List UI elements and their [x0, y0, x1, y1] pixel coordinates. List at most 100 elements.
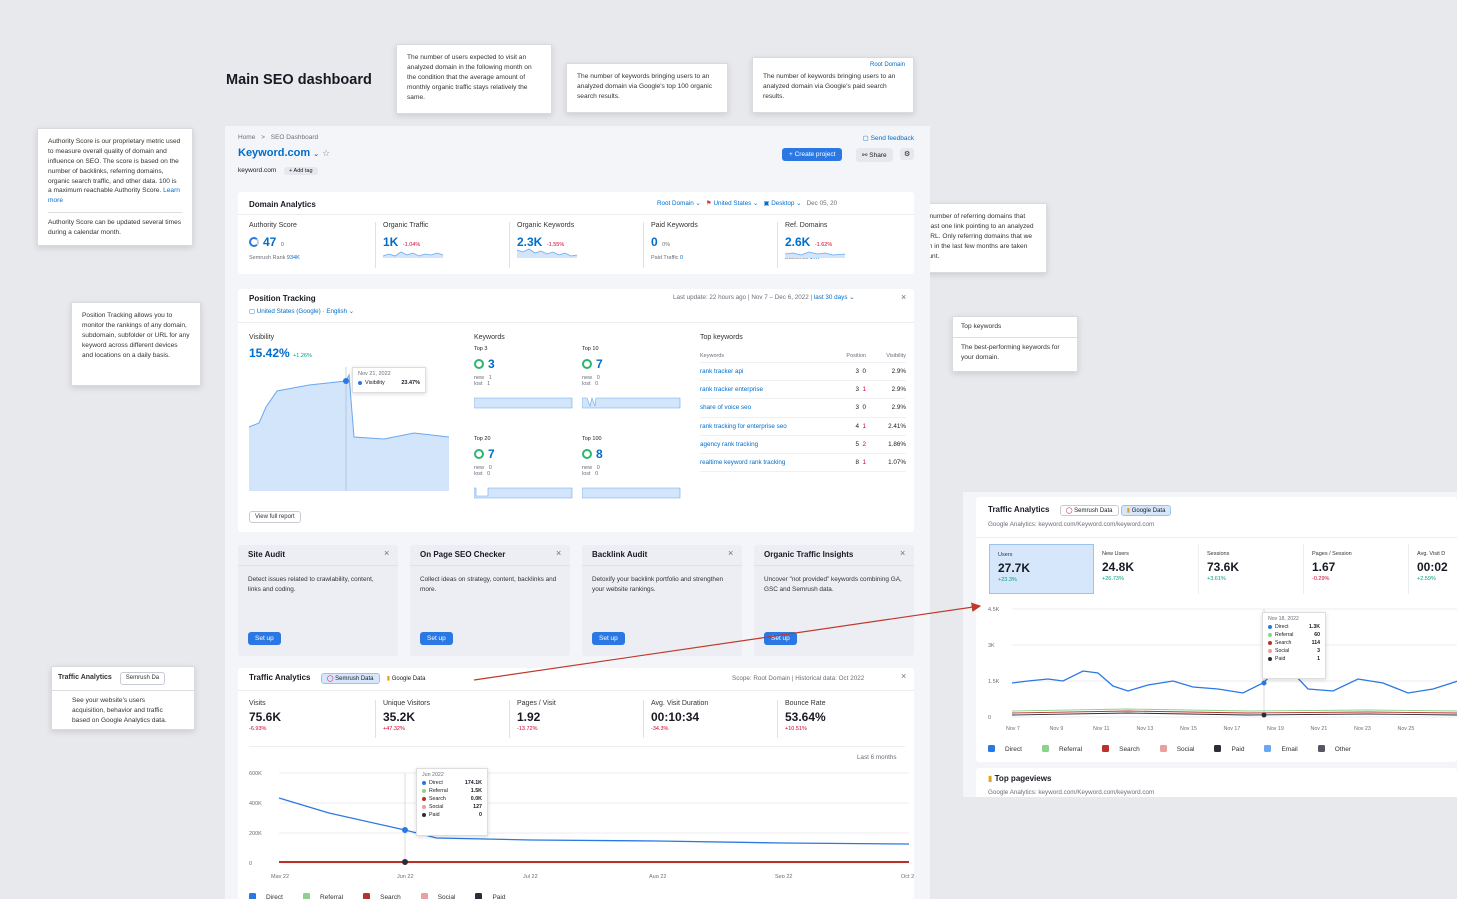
visibility-label: Visibility: [249, 334, 275, 341]
breadcrumb-separator: >: [261, 134, 265, 141]
legend-item[interactable]: Search: [1102, 745, 1150, 753]
traffic-metric[interactable]: Unique Visitors 35.2K +47.32%: [383, 700, 507, 732]
legend-item[interactable]: Referral: [302, 893, 353, 899]
keyword-row[interactable]: rank tracker api 3 0 2.9%: [700, 363, 906, 382]
domain-metric[interactable]: Paid Keywords 0 0% Paid Traffic 0: [651, 222, 775, 268]
lost-label: lost: [582, 471, 591, 477]
x-tick: Nov 19: [1267, 726, 1284, 731]
ga-metric[interactable]: New Users 24.8K +26.73%: [1094, 544, 1199, 594]
traffic-period: Last 6 months: [857, 754, 897, 761]
chevron-down-icon: ⌄: [313, 151, 320, 158]
legend-item[interactable]: Paid: [475, 893, 515, 899]
create-project-button[interactable]: + Create project: [782, 148, 843, 161]
checkbox-icon: [249, 893, 256, 899]
setup-button[interactable]: Set up: [592, 632, 625, 645]
setup-button[interactable]: Set up: [248, 632, 281, 645]
authority-score-note: Authority Score can be updated several t…: [48, 212, 182, 238]
keyword-row[interactable]: rank tracking for enterprise seo 4 1 2.4…: [700, 418, 906, 436]
project-selector[interactable]: Keyword.com ⌄ ☆: [238, 147, 330, 159]
tooltip-series: Social: [1275, 648, 1290, 654]
keyword-link[interactable]: share of voice seo: [700, 404, 752, 412]
keyword-row[interactable]: share of voice seo 3 0 2.9%: [700, 399, 906, 418]
y-tick: 0: [249, 861, 252, 867]
date-filter[interactable]: Dec 05, 20: [806, 200, 838, 207]
semrush-data-toggle[interactable]: ◯ Semrush Data: [320, 673, 380, 684]
bucket-value: 7: [596, 357, 603, 371]
domain-metric[interactable]: Ref. Domains 2.6K -1.62% Backlinks 17K: [785, 222, 909, 268]
tracking-meta: Last update: 22 hours ago | Nov 7 – Dec …: [673, 294, 855, 301]
learn-more-link[interactable]: Learn more: [48, 187, 180, 205]
metric-delta: 0%: [662, 242, 671, 248]
metric-value: 73.6K: [1207, 560, 1240, 574]
checkbox-icon: [988, 745, 995, 752]
keyword-row[interactable]: rank tracker enterprise 3 1 2.9%: [700, 381, 906, 400]
close-icon[interactable]: ×: [901, 292, 907, 302]
ga-metric[interactable]: Users 27.7K +23.3%: [989, 544, 1094, 594]
legend-item[interactable]: Social: [420, 893, 466, 899]
tooltip-series: Paid: [1275, 656, 1286, 662]
ga-google-toggle[interactable]: ▮ Google Data: [1120, 505, 1172, 516]
setup-button[interactable]: Set up: [764, 632, 797, 645]
legend-item[interactable]: Search: [363, 893, 411, 899]
traffic-metric[interactable]: Avg. Visit Duration 00:10:34 -34.3%: [651, 700, 775, 732]
semrush-icon: ◯: [326, 676, 334, 682]
keyword-link[interactable]: realtime keyword rank tracking: [700, 459, 786, 467]
legend-label: Search: [1119, 746, 1140, 753]
keyword-link[interactable]: rank tracking for enterprise seo: [700, 422, 787, 430]
keyword-link[interactable]: agency rank tracking: [700, 440, 759, 448]
legend-item[interactable]: Paid: [1214, 745, 1254, 753]
legend-item[interactable]: Social: [1159, 745, 1205, 753]
legend-item[interactable]: Referral: [1041, 745, 1092, 753]
ga-metric[interactable]: Sessions 73.6K +3.61%: [1199, 544, 1304, 594]
breadcrumb-home[interactable]: Home: [238, 134, 256, 141]
y-tick: 1.5K: [988, 679, 1000, 685]
bucket-lost: 0: [595, 471, 599, 477]
bar-chart-icon: ▮: [988, 774, 993, 783]
domain-metric[interactable]: Organic Keywords 2.3K -1.55%: [517, 222, 641, 268]
location-selector[interactable]: ▢ United States (Google) · English ⌄: [249, 308, 355, 315]
close-icon[interactable]: ×: [556, 548, 562, 558]
view-full-report-button[interactable]: View full report: [249, 511, 301, 523]
scope-filter[interactable]: Root Domain: [657, 200, 694, 207]
keyword-row[interactable]: realtime keyword rank tracking 8 1 1.07%: [700, 454, 906, 473]
keyword-link[interactable]: rank tracker api: [700, 368, 744, 376]
legend-item[interactable]: Other: [1317, 745, 1361, 753]
legend-item[interactable]: Direct: [249, 893, 293, 899]
keyword-bucket[interactable]: Top 100 8 new 0 lost 0: [582, 436, 682, 506]
ga-metric[interactable]: Avg. Visit D 00:02 +2.59%: [1409, 544, 1457, 594]
checkbox-icon: [1264, 745, 1272, 752]
traffic-metric[interactable]: Pages / Visit 1.92 -13.72%: [517, 700, 641, 732]
ga-metric[interactable]: Pages / Session 1.67 -0.29%: [1304, 544, 1409, 594]
domain-metric[interactable]: Authority Score 47 0 Semrush Rank 934K: [249, 222, 373, 268]
legend-item[interactable]: Direct: [988, 745, 1032, 753]
setup-button[interactable]: Set up: [420, 632, 453, 645]
domain-metric[interactable]: Organic Traffic 1K -1.04%: [383, 222, 507, 268]
share-button[interactable]: ⚯ Share: [856, 148, 893, 162]
country-filter[interactable]: United States: [713, 200, 752, 207]
close-icon[interactable]: ×: [728, 548, 734, 558]
keyword-row[interactable]: agency rank tracking 5 2 1.86%: [700, 436, 906, 454]
period-selector[interactable]: last 30 days: [813, 294, 848, 301]
close-icon[interactable]: ×: [384, 548, 390, 558]
device-filter[interactable]: Desktop: [771, 200, 795, 207]
close-icon[interactable]: ×: [900, 548, 906, 558]
bucket-lost: 0: [487, 471, 491, 477]
ga-semrush-toggle[interactable]: ◯ Semrush Data: [1059, 505, 1119, 516]
metric-sparkline: [785, 251, 846, 258]
legend-item[interactable]: Email: [1264, 745, 1307, 753]
close-icon[interactable]: ×: [901, 671, 907, 681]
send-feedback-link[interactable]: ▢ Send feedback: [862, 135, 914, 142]
keyword-bucket[interactable]: Top 3 3 new 1 lost 1: [474, 346, 574, 416]
settings-button[interactable]: ⚙: [900, 148, 915, 160]
tool-card: Backlink Audit × Detoxify your backlink …: [582, 545, 742, 656]
keyword-bucket[interactable]: Top 10 7 new 0 lost 0: [582, 346, 682, 416]
star-icon[interactable]: ☆: [322, 148, 331, 158]
google-data-toggle[interactable]: ▮ Google Data: [381, 674, 431, 683]
traffic-metric[interactable]: Visits 75.6K -6.93%: [249, 700, 373, 732]
add-tag-button[interactable]: + Add tag: [284, 167, 318, 175]
domain-link[interactable]: keyword.com: [238, 167, 277, 174]
keyword-bucket[interactable]: Top 20 7 new 0 lost 0: [474, 436, 574, 506]
lost-label: lost: [474, 381, 483, 387]
traffic-metric[interactable]: Bounce Rate 53.64% +10.51%: [785, 700, 909, 732]
keyword-link[interactable]: rank tracker enterprise: [700, 386, 763, 394]
